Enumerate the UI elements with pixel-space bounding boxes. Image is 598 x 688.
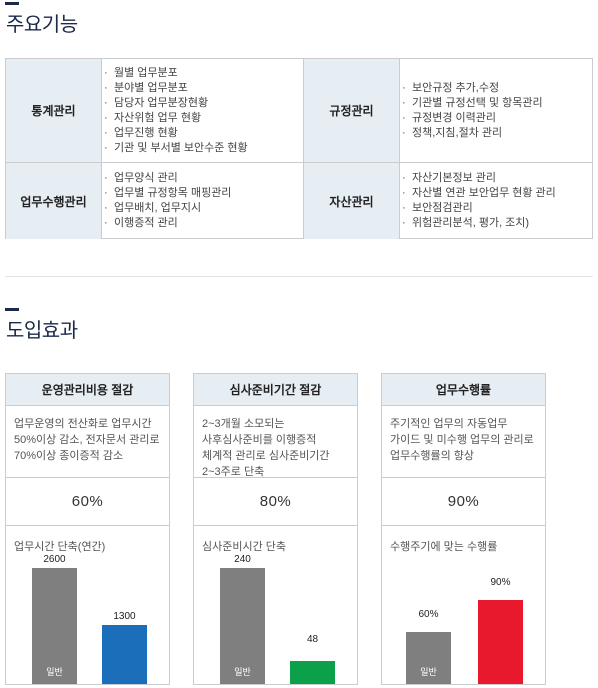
bar-general: 일반 — [406, 632, 451, 684]
list-item: 담당자 업무분장현황 — [102, 96, 303, 111]
chart-label: 수행주기에 맞는 수행률 — [390, 541, 498, 553]
card-percent: 60% — [6, 478, 169, 526]
chart-label: 업무시간 단축(연간) — [14, 541, 106, 553]
bar-improved — [478, 600, 523, 684]
bar-value: 90% — [490, 577, 511, 588]
list-item: 기관 및 부서별 보안수준 현황 — [102, 141, 303, 156]
title-mark — [5, 2, 19, 5]
feature-label-task: 업무수행관리 — [6, 163, 101, 239]
list-item: 월별 업무분포 — [102, 66, 303, 81]
card-title: 운영관리비용 절감 — [6, 374, 169, 406]
feature-list-task: 업무양식 관리 업무별 규정항목 매핑관리 업무배치, 업무지시 이행증적 관리 — [101, 163, 303, 239]
features-row: 통계관리 월별 업무분포 분야별 업무분포 담당자 업무분장현황 자산위험 업무… — [6, 59, 592, 163]
list-item: 자산기본정보 관리 — [400, 171, 593, 186]
features-row: 업무수행관리 업무양식 관리 업무별 규정항목 매핑관리 업무배치, 업무지시 … — [6, 163, 592, 239]
bar-value: 2600 — [43, 554, 66, 565]
section-divider — [5, 276, 593, 277]
chart-label: 심사준비시간 단축 — [202, 541, 287, 553]
bar-improved — [290, 661, 335, 684]
effect-card-audit: 심사준비기간 절감 2~3개월 소모되는 사후심사준비를 이행증적 체계적 관리… — [193, 373, 358, 685]
bar-general: 일반 — [220, 568, 265, 684]
list-item: 보안점검관리 — [400, 201, 593, 216]
card-title: 심사준비기간 절감 — [194, 374, 357, 406]
card-chart: 수행주기에 맞는 수행률 일반 60% 90% — [382, 526, 545, 684]
card-percent: 80% — [194, 478, 357, 526]
card-chart: 업무시간 단축(연간) 일반 2600 1300 — [6, 526, 169, 684]
column-separator — [303, 59, 304, 238]
list-item: 업무양식 관리 — [102, 171, 303, 186]
list-item: 정책,지침,절차 관리 — [400, 126, 593, 141]
list-item: 업무별 규정항목 매핑관리 — [102, 186, 303, 201]
bar-value: 60% — [418, 609, 439, 620]
bar-improved — [102, 625, 147, 684]
card-chart: 심사준비시간 단축 일반 240 48 — [194, 526, 357, 684]
feature-label-regulation: 규정관리 — [304, 59, 399, 162]
section-title-features: 주요기능 — [6, 14, 78, 36]
card-description: 2~3개월 소모되는 사후심사준비를 이행증적 체계적 관리로 심사준비기간 2… — [194, 406, 357, 478]
list-item: 기관별 규정선택 및 항목관리 — [400, 96, 593, 111]
feature-list-regulation: 보안규정 추가,수정 기관별 규정선택 및 항목관리 규정변경 이력관리 정책,… — [399, 59, 593, 162]
list-item: 자산위험 업무 현황 — [102, 111, 303, 126]
bar-value: 48 — [306, 634, 319, 645]
card-title: 업무수행률 — [382, 374, 545, 406]
feature-label-asset: 자산관리 — [304, 163, 399, 239]
card-description: 주기적인 업무의 자동업무 가이드 및 미수행 업무의 관리로 업무수행률의 향… — [382, 406, 545, 478]
effect-card-performance: 업무수행률 주기적인 업무의 자동업무 가이드 및 미수행 업무의 관리로 업무… — [381, 373, 546, 685]
bar-general: 일반 — [32, 568, 77, 684]
bar-caption: 일반 — [234, 667, 251, 677]
title-mark — [5, 308, 19, 311]
list-item: 업무배치, 업무지시 — [102, 201, 303, 216]
list-item: 위험관리분석, 평가, 조치) — [400, 216, 593, 231]
section-title-effects: 도입효과 — [6, 320, 78, 342]
feature-list-stats: 월별 업무분포 분야별 업무분포 담당자 업무분장현황 자산위험 업무 현황 업… — [101, 59, 303, 162]
card-percent: 90% — [382, 478, 545, 526]
features-table: 통계관리 월별 업무분포 분야별 업무분포 담당자 업무분장현황 자산위험 업무… — [5, 58, 593, 239]
list-item: 규정변경 이력관리 — [400, 111, 593, 126]
list-item: 분야별 업무분포 — [102, 81, 303, 96]
card-description: 업무운영의 전산화로 업무시간 50%이상 감소, 전자문서 관리로 70%이상… — [6, 406, 169, 478]
effect-card-cost: 운영관리비용 절감 업무운영의 전산화로 업무시간 50%이상 감소, 전자문서… — [5, 373, 170, 685]
list-item: 업무진행 현황 — [102, 126, 303, 141]
list-item: 이행증적 관리 — [102, 216, 303, 231]
feature-label-stats: 통계관리 — [6, 59, 101, 162]
bar-value: 1300 — [113, 611, 136, 622]
feature-list-asset: 자산기본정보 관리 자산별 연관 보안업무 현황 관리 보안점검관리 위험관리분… — [399, 163, 593, 239]
bar-value: 240 — [234, 554, 251, 565]
bar-caption: 일반 — [46, 667, 63, 677]
list-item: 보안규정 추가,수정 — [400, 81, 593, 96]
bar-caption: 일반 — [420, 667, 437, 677]
list-item: 자산별 연관 보안업무 현황 관리 — [400, 186, 593, 201]
